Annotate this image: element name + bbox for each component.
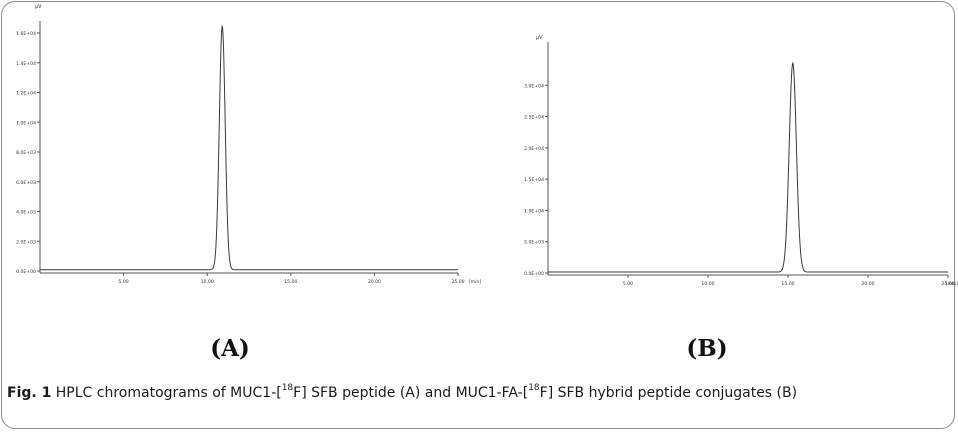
- x-tick-label-b: 15.00: [781, 281, 794, 287]
- caption-text-2: F] SFB peptide (A) and MUC1-FA-[: [293, 385, 529, 401]
- y-unit-label-a: µV: [35, 4, 42, 10]
- chromatogram-a: 0.0E+00 2.0E+03 4.0E+03 6.0E+03 8.0E+03 1.0E+…: [16, 4, 481, 285]
- x-tick-label-a: 15.00: [284, 279, 297, 285]
- x-tick-label-b: 5.00: [623, 281, 633, 287]
- y-tick-label-b: 1.5E+04: [524, 177, 544, 183]
- y-tick-label-a: 0.0E+00: [16, 269, 36, 275]
- y-tick-label-b: 2.5E+04: [524, 115, 544, 121]
- chromatogram-plots: 0.0E+00 2.0E+03 4.0E+03 6.0E+03 8.0E+03 1.0E+…: [16, 4, 958, 287]
- y-tick-label-b: 1.0E+04: [524, 208, 544, 214]
- y-tick-label-b: 2.0E+04: [524, 146, 544, 152]
- y-tick-label-a: 6.0E+03: [16, 180, 36, 186]
- y-tick-label-a: 4.0E+03: [16, 210, 36, 216]
- x-tick-label-a: 5.00: [118, 279, 128, 285]
- y-tick-label-a: 8.0E+03: [16, 150, 36, 156]
- panel-label-a: (A): [210, 335, 250, 362]
- x-unit-label-a: [min]: [469, 279, 481, 285]
- panel-label-b: (B): [686, 335, 728, 362]
- y-tick-label-b: 5.0E+03: [524, 240, 544, 246]
- chromatogram-b: 0.0E+00 5.0E+03 1.0E+04 1.5E+04 2.0E+04 2.5E+…: [524, 35, 958, 287]
- x-unit-label-b: [min]: [946, 281, 958, 287]
- x-tick-label-a: 10.00: [201, 279, 214, 285]
- y-tick-label-b: 3.0E+04: [524, 83, 544, 89]
- caption-sup-1: 18: [281, 383, 294, 394]
- caption-label: Fig. 1: [7, 385, 52, 401]
- caption-text-3: F] SFB hybrid peptide conjugates (B): [539, 385, 798, 401]
- y-tick-label-a: 1.6E+04: [16, 31, 36, 37]
- caption-text-1: HPLC chromatograms of MUC1-[: [55, 385, 282, 401]
- x-tick-label-b: 10.00: [701, 281, 714, 287]
- y-unit-label-b: µV: [536, 35, 543, 41]
- x-tick-label-b: 25.00: [941, 281, 954, 287]
- x-tick-label-a: 20.00: [368, 279, 381, 285]
- y-tick-label-a: 1.4E+04: [16, 61, 36, 67]
- chromatogram-trace-b: [548, 61, 948, 273]
- caption-sup-2: 18: [528, 383, 540, 394]
- y-tick-label-a: 1.0E+04: [16, 120, 36, 126]
- figure-caption: Fig. 1 HPLC chromatograms of MUC1-[18F] …: [7, 384, 937, 403]
- y-tick-label-a: 1.2E+04: [16, 91, 36, 97]
- y-tick-label-a: 2.0E+03: [16, 239, 36, 245]
- chromatogram-trace-a: [40, 25, 458, 271]
- x-tick-label-a: 25.00: [451, 279, 464, 285]
- y-tick-label-b: 0.0E+00: [524, 271, 544, 277]
- x-tick-label-b: 20.00: [861, 281, 874, 287]
